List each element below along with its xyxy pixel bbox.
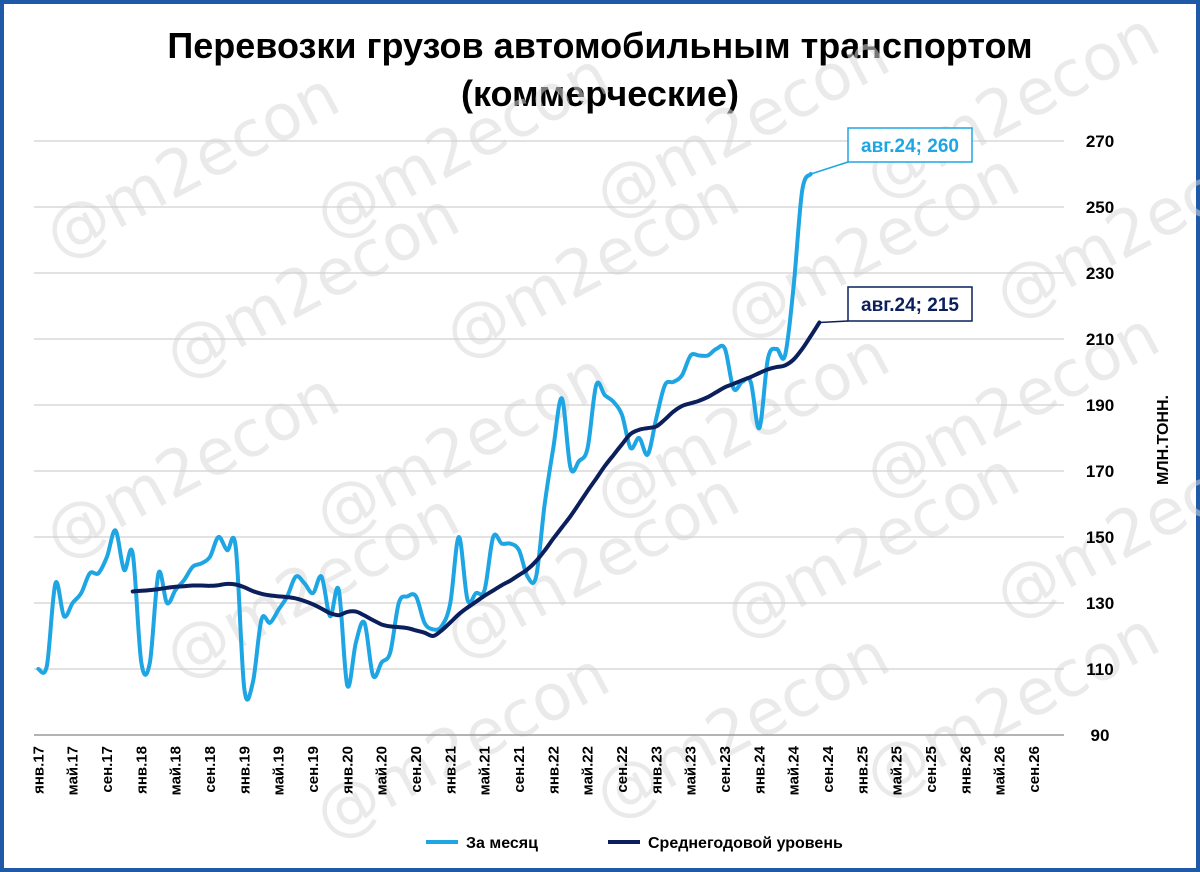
y-tick-label: 270 bbox=[1086, 132, 1114, 151]
x-tick-label: сен.18 bbox=[202, 746, 219, 793]
x-tick-label: сен.25 bbox=[923, 746, 940, 793]
watermark: @m2econ bbox=[583, 618, 901, 834]
y-tick-label: 190 bbox=[1086, 396, 1114, 415]
x-tick-label: май.23 bbox=[683, 746, 700, 795]
callout-label: авг.24; 260 bbox=[861, 136, 959, 157]
watermark: @m2econ bbox=[303, 38, 621, 254]
x-tick-label: май.18 bbox=[168, 746, 185, 795]
x-tick-label: сен.19 bbox=[305, 746, 322, 793]
x-tick-label: май.22 bbox=[580, 746, 597, 795]
callout-box bbox=[847, 286, 973, 322]
x-tick-label: сен.23 bbox=[717, 746, 734, 793]
x-tick-label: сен.17 bbox=[99, 746, 116, 793]
watermark: @m2econ bbox=[303, 338, 621, 554]
x-tick-label: янв.17 bbox=[30, 746, 47, 794]
legend-label: Среднегодовой уровень bbox=[648, 835, 843, 852]
x-tick-label: сен.22 bbox=[614, 746, 631, 793]
legend-label: За месяц bbox=[466, 835, 538, 852]
chart-title-block: Перевозки грузов автомобильным транспорт… bbox=[4, 22, 1196, 118]
callout-box bbox=[847, 127, 973, 163]
x-tick-label: сен.21 bbox=[511, 746, 528, 793]
x-tick-label: май.24 bbox=[786, 745, 803, 795]
watermark: @m2econ bbox=[33, 58, 351, 274]
x-tick-label: сен.24 bbox=[820, 745, 837, 792]
x-tick-label: янв.21 bbox=[442, 746, 459, 794]
x-tick-label: сен.20 bbox=[408, 746, 425, 793]
y-tick-label: 130 bbox=[1086, 594, 1114, 613]
series-line-monthly bbox=[36, 172, 813, 702]
x-tick-label: янв.23 bbox=[648, 746, 665, 794]
callout-label: авг.24; 215 bbox=[861, 295, 959, 316]
x-tick-label: май.26 bbox=[992, 746, 1009, 795]
series-line-annual-average bbox=[130, 320, 822, 639]
x-tick-label: янв.18 bbox=[133, 746, 150, 794]
x-tick-label: май.19 bbox=[271, 746, 288, 795]
y-tick-label: 110 bbox=[1086, 660, 1113, 679]
y-tick-label: 90 bbox=[1091, 726, 1110, 745]
watermark: @m2econ bbox=[583, 18, 901, 234]
y-tick-label: 210 bbox=[1086, 330, 1114, 349]
x-tick-label: сен.26 bbox=[1026, 746, 1043, 793]
chart-title: Перевозки грузов автомобильным транспорт… bbox=[167, 25, 1033, 66]
x-tick-label: янв.22 bbox=[545, 746, 562, 794]
x-tick-label: янв.25 bbox=[854, 746, 871, 794]
x-tick-label: май.17 bbox=[65, 746, 82, 795]
chart-subtitle: (коммерческие) bbox=[460, 73, 740, 114]
x-tick-label: янв.19 bbox=[236, 746, 253, 794]
watermark: @m2econ bbox=[433, 158, 751, 374]
x-tick-label: янв.20 bbox=[339, 746, 356, 794]
x-tick-label: май.21 bbox=[477, 746, 494, 795]
watermark: @m2econ bbox=[583, 318, 901, 534]
y-tick-label: 230 bbox=[1086, 264, 1114, 283]
y-axis-label: МЛН.ТОНН. bbox=[1155, 395, 1172, 485]
x-tick-label: май.25 bbox=[889, 746, 906, 795]
y-tick-label: 170 bbox=[1086, 462, 1114, 481]
callout-leader bbox=[810, 161, 849, 175]
callout-leader bbox=[819, 320, 849, 324]
x-tick-label: янв.24 bbox=[751, 745, 768, 794]
y-tick-label: 150 bbox=[1086, 528, 1114, 547]
y-tick-label: 250 bbox=[1086, 198, 1114, 217]
x-tick-label: май.20 bbox=[374, 746, 391, 795]
x-tick-label: янв.26 bbox=[957, 746, 974, 794]
watermark: @m2econ bbox=[433, 458, 751, 674]
